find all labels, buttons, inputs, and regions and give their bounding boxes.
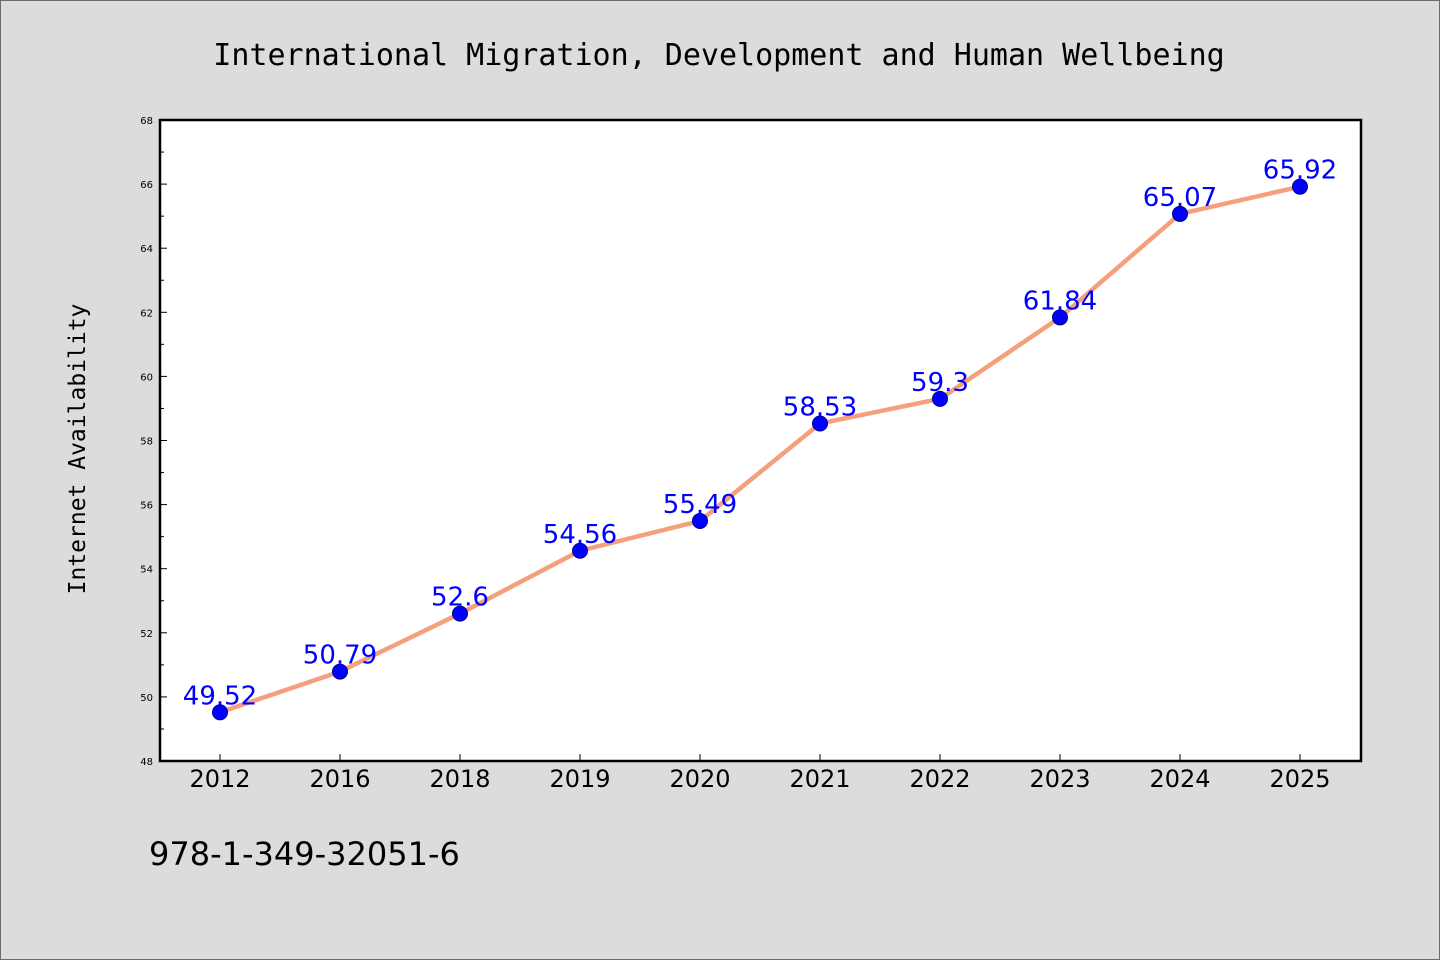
x-tick-label: 2019 xyxy=(549,765,610,793)
x-tick-label: 2020 xyxy=(669,765,730,793)
footnote-isbn: 978-1-349-32051-6 xyxy=(149,835,460,873)
x-tick-label: 2025 xyxy=(1269,765,1330,793)
data-label: 65.07 xyxy=(1143,183,1217,213)
y-tick-label: 66 xyxy=(140,180,153,191)
data-label: 49.52 xyxy=(183,681,257,711)
y-tick-label: 58 xyxy=(140,437,153,448)
data-point xyxy=(212,704,228,721)
data-label: 58.53 xyxy=(783,393,857,423)
data-point xyxy=(692,512,708,529)
series-line xyxy=(217,184,1303,715)
data-point xyxy=(452,605,468,622)
y-tick-label: 62 xyxy=(140,308,153,319)
series-line-group xyxy=(217,184,1303,715)
data-point xyxy=(1172,205,1188,222)
y-tick-label: 56 xyxy=(140,501,153,512)
data-point xyxy=(572,542,588,559)
x-tick-label: 2023 xyxy=(1029,765,1090,793)
plot-frame xyxy=(158,118,1363,763)
x-tick-label: 2012 xyxy=(189,765,250,793)
data-point xyxy=(812,415,828,432)
y-axis-label: Internet Availability xyxy=(65,304,91,595)
y-tick-label: 60 xyxy=(140,372,153,383)
y-axis-ticks: 48 50 52 54 56 58 60 62 64 66 68 xyxy=(140,116,167,768)
x-tick-label: 2021 xyxy=(789,765,850,793)
data-label: 55.49 xyxy=(663,490,737,520)
x-tick-label: 2016 xyxy=(309,765,370,793)
data-label: 54.56 xyxy=(543,520,617,550)
data-label: 50.79 xyxy=(303,641,377,671)
data-label: 59.3 xyxy=(911,368,969,398)
data-label: 65.92 xyxy=(1263,156,1337,186)
data-label: 52.6 xyxy=(431,583,489,613)
plot-area xyxy=(160,120,1361,761)
data-labels-group: 49.52 50.79 52.6 54.56 55.49 58.53 59.3 61.84 65… xyxy=(183,156,1337,712)
y-tick-label: 64 xyxy=(140,244,153,255)
x-tick-label: 2024 xyxy=(1149,765,1210,793)
x-tick-label: 2018 xyxy=(429,765,490,793)
data-point xyxy=(332,663,348,680)
y-tick-label: 68 xyxy=(140,116,153,127)
x-axis-ticks: 2012 2016 2018 2019 2020 2021 2022 2023 2024 2025 xyxy=(189,754,1331,793)
chart-title: International Migration, Development and… xyxy=(213,38,1224,73)
y-tick-label: 50 xyxy=(140,693,153,704)
data-label: 61.84 xyxy=(1023,286,1097,316)
data-point xyxy=(932,390,948,407)
y-tick-label: 52 xyxy=(140,629,153,640)
data-point xyxy=(1292,178,1308,195)
data-point xyxy=(1052,309,1068,326)
series-points-group xyxy=(212,178,1308,721)
y-tick-label: 54 xyxy=(140,565,153,576)
x-tick-label: 2022 xyxy=(909,765,970,793)
y-tick-label: 48 xyxy=(140,757,153,768)
